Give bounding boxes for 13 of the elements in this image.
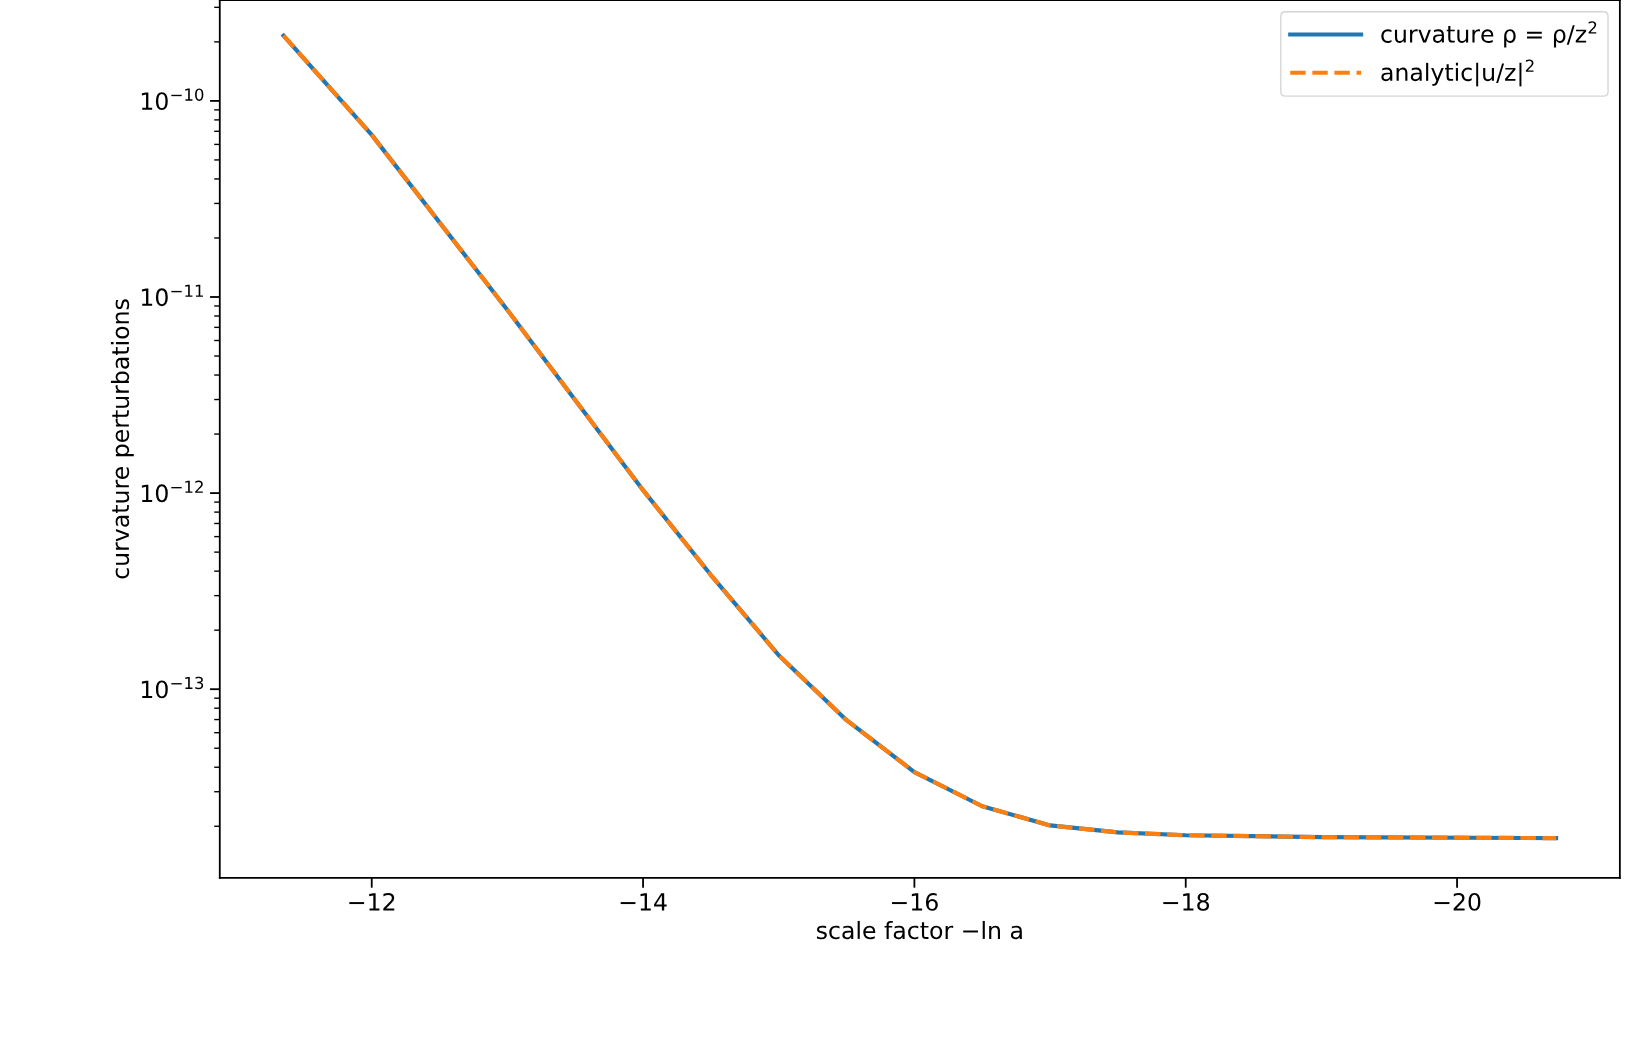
x-tick-label: −18 [1163,892,1210,911]
legend-label: analytic|u/z|$^{2}$ [1381,59,1534,87]
y-tick-label: 10$^{−13}$ [141,676,204,699]
x-tick-label: −12 [349,892,395,911]
x-tick-label: −16 [891,892,938,911]
y-axis-title: curvature perturbations [110,299,134,579]
x-axis-title: scale factor −ln a [816,920,1022,940]
y-tick-label: 10$^{−12}$ [141,480,203,503]
x-tick-label: −20 [1434,892,1481,911]
y-tick-label: 10$^{−10}$ [141,88,204,111]
legend-label: curvature ρ = ρ/z$^{2}$ [1381,21,1597,48]
x-tick-label: −14 [620,893,667,911]
y-tick-label: 10$^{−11}$ [141,284,203,307]
